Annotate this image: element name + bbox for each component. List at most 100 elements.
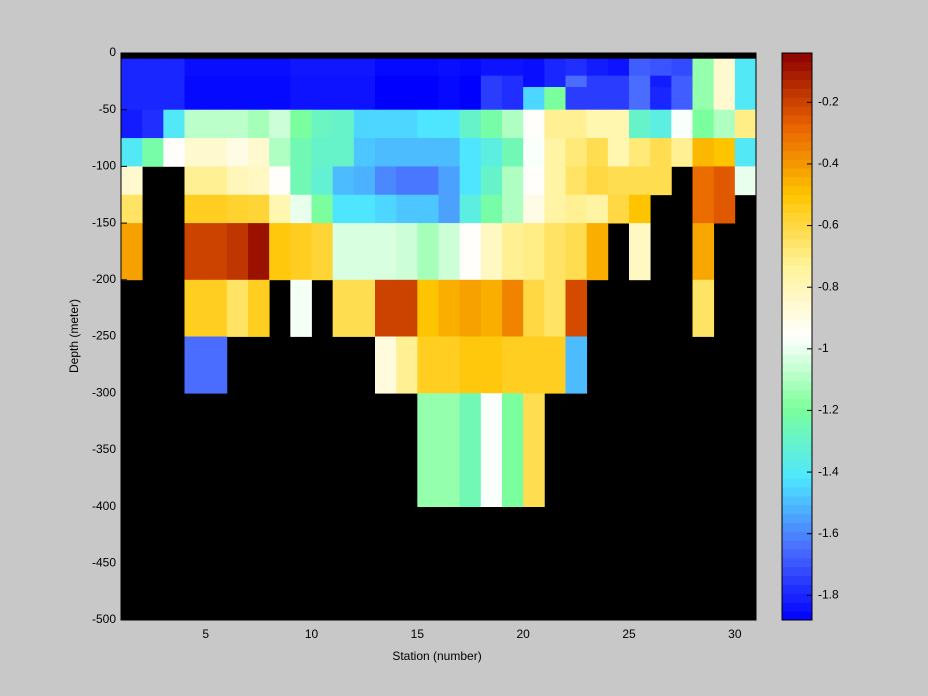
heatmap-cell bbox=[586, 109, 609, 139]
heatmap-cell bbox=[290, 279, 312, 337]
heatmap-cell bbox=[586, 138, 609, 167]
heatmap-cell bbox=[607, 87, 630, 111]
heatmap-cell bbox=[417, 87, 439, 111]
heatmap-cell bbox=[586, 75, 609, 88]
heatmap-cell bbox=[121, 109, 143, 139]
heatmap-cell bbox=[121, 138, 143, 167]
heatmap-cell bbox=[713, 138, 736, 167]
heatmap-cell bbox=[226, 75, 249, 88]
heatmap-cell bbox=[734, 109, 757, 139]
heatmap-cell bbox=[332, 75, 355, 88]
colorbar-tick-label: -1 bbox=[818, 341, 829, 355]
heatmap-cell bbox=[417, 109, 439, 139]
heatmap-cell bbox=[438, 87, 461, 111]
heatmap-cell bbox=[502, 223, 524, 281]
heatmap-cell bbox=[502, 138, 524, 167]
heatmap-cell bbox=[375, 336, 397, 394]
heatmap-cell bbox=[523, 58, 545, 77]
heatmap-cell bbox=[459, 87, 482, 111]
heatmap-cell bbox=[396, 223, 418, 281]
heatmap-cell bbox=[205, 194, 228, 224]
y-tick-label: -400 bbox=[92, 499, 116, 513]
y-tick-label: -450 bbox=[92, 555, 116, 569]
colorbar-swatch bbox=[782, 168, 812, 178]
colorbar-swatch bbox=[782, 354, 812, 364]
colorbar-swatch bbox=[782, 274, 812, 284]
heatmap-cell bbox=[523, 336, 545, 394]
heatmap-cell bbox=[375, 194, 397, 224]
heatmap-cell bbox=[375, 58, 397, 77]
heatmap-cell bbox=[290, 166, 312, 196]
heatmap-cell bbox=[226, 279, 249, 337]
heatmap-cell bbox=[226, 58, 249, 77]
heatmap-cell bbox=[205, 336, 228, 394]
colorbar-swatch bbox=[782, 97, 812, 107]
heatmap-cell bbox=[734, 166, 757, 196]
heatmap-cell bbox=[438, 109, 461, 139]
colorbar-tick-label: -0.2 bbox=[818, 94, 839, 108]
heatmap-cell bbox=[480, 87, 503, 111]
heatmap-cell bbox=[332, 87, 355, 111]
colorbar-swatch bbox=[782, 150, 812, 160]
heatmap-cell bbox=[480, 138, 503, 167]
heatmap-cell bbox=[544, 138, 566, 167]
heatmap-cell bbox=[290, 223, 312, 281]
heatmap-cell bbox=[121, 75, 143, 88]
heatmap-cell bbox=[502, 336, 524, 394]
heatmap-cell bbox=[671, 87, 693, 111]
colorbar-tick-label: -1.4 bbox=[818, 464, 839, 478]
heatmap-cell bbox=[353, 138, 376, 167]
colorbar-swatch bbox=[782, 123, 812, 134]
y-tick-label: 0 bbox=[109, 45, 116, 59]
heatmap-cell bbox=[523, 138, 545, 167]
colorbar-swatch bbox=[782, 407, 812, 417]
colorbar-swatch bbox=[782, 460, 812, 470]
heatmap-cell bbox=[650, 75, 672, 88]
heatmap-cell bbox=[353, 87, 376, 111]
heatmap-cell bbox=[396, 138, 418, 167]
heatmap-cell bbox=[502, 75, 524, 88]
heatmap-cell bbox=[480, 223, 503, 281]
heatmap-cell bbox=[121, 166, 143, 196]
heatmap-cell bbox=[269, 75, 291, 88]
colorbar-swatch bbox=[782, 566, 812, 577]
heatmap-cell bbox=[396, 194, 418, 224]
heatmap-cell bbox=[396, 109, 418, 139]
heatmap-cell bbox=[290, 194, 312, 224]
x-tick-label: 25 bbox=[622, 627, 636, 641]
heatmap-cell bbox=[438, 393, 461, 507]
heatmap-cell bbox=[121, 194, 143, 224]
colorbar-swatch bbox=[782, 416, 812, 426]
heatmap-cell bbox=[565, 166, 588, 196]
heatmap-cell bbox=[248, 166, 270, 196]
x-tick-label: 10 bbox=[305, 627, 319, 641]
colorbar-swatch bbox=[782, 239, 812, 249]
heatmap-cell bbox=[502, 87, 524, 111]
heatmap-cell bbox=[353, 109, 376, 139]
colorbar-swatch bbox=[782, 389, 812, 399]
heatmap-cell bbox=[163, 87, 185, 111]
heatmap-cell bbox=[459, 223, 482, 281]
colorbar-swatch bbox=[782, 221, 812, 231]
heatmap-cell bbox=[523, 393, 545, 507]
heatmap-cell bbox=[184, 194, 207, 224]
heatmap-cell bbox=[353, 75, 376, 88]
y-tick-label: -200 bbox=[92, 272, 116, 286]
heatmap-cell bbox=[311, 109, 334, 139]
heatmap-cell bbox=[396, 75, 418, 88]
heatmap-cell bbox=[163, 58, 185, 77]
colorbar-swatch bbox=[782, 469, 812, 479]
heatmap-cell bbox=[650, 109, 672, 139]
heatmap-cell bbox=[713, 75, 736, 88]
colorbar-swatch bbox=[782, 478, 812, 488]
heatmap-cell bbox=[184, 109, 207, 139]
colorbar-swatch bbox=[782, 185, 812, 196]
heatmap-cell bbox=[311, 223, 334, 281]
colorbar-swatch bbox=[782, 53, 812, 63]
colorbar-swatch bbox=[782, 301, 812, 311]
heatmap-cell bbox=[121, 87, 143, 111]
heatmap-cell bbox=[311, 138, 334, 167]
colorbar-swatch bbox=[782, 230, 812, 240]
colorbar-swatch bbox=[782, 522, 812, 532]
heatmap-cell bbox=[565, 75, 588, 88]
